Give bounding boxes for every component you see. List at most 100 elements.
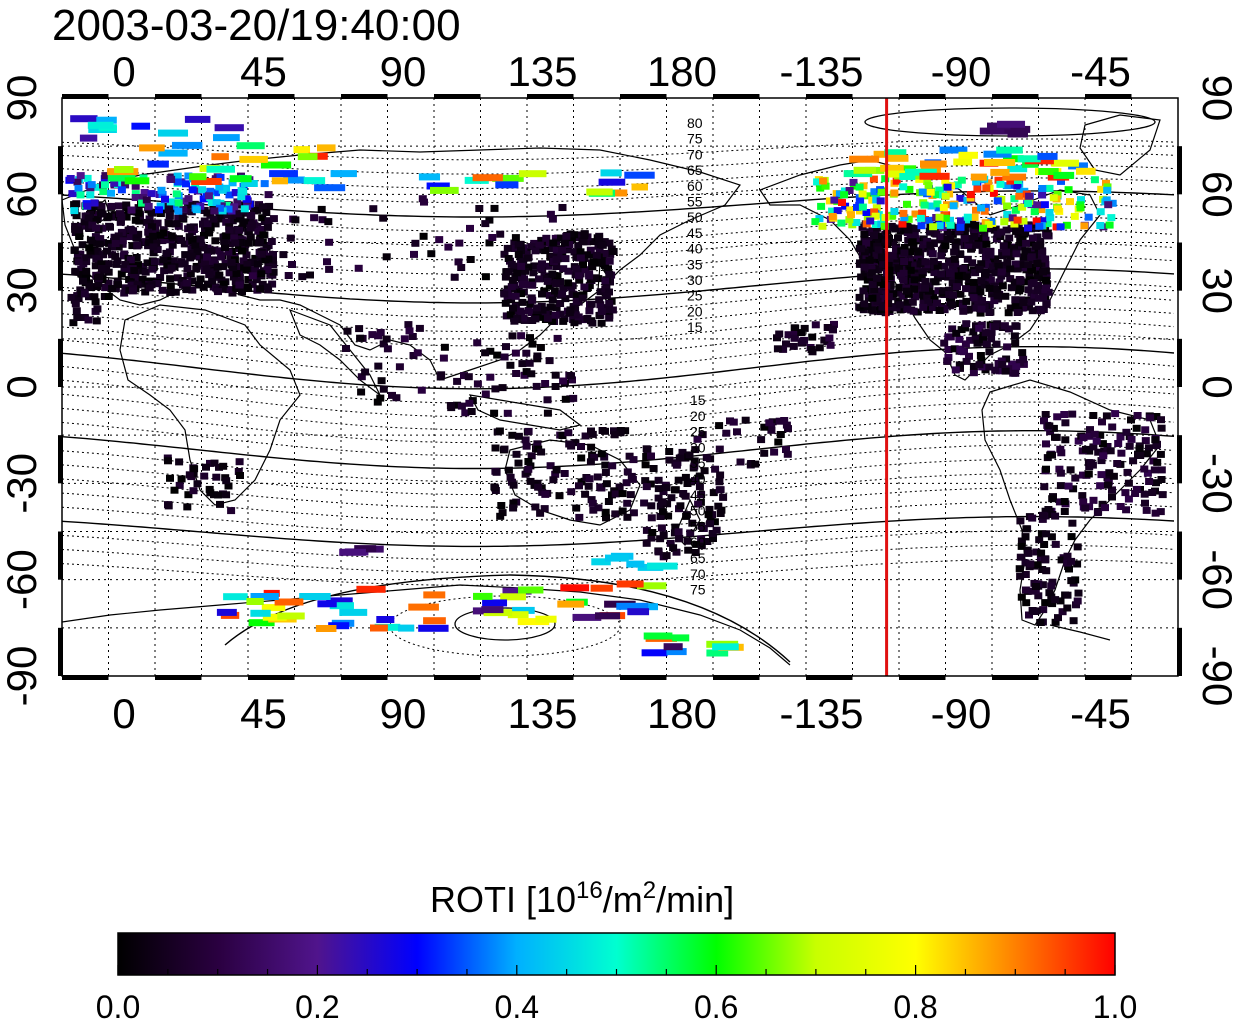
mag-contour — [62, 515, 1175, 548]
roti-point — [1084, 470, 1093, 478]
roti-point — [715, 478, 724, 486]
roti-point — [592, 251, 601, 259]
roti-point — [767, 423, 776, 431]
roti-point — [203, 220, 212, 228]
roti-point — [453, 377, 462, 385]
roti-point — [948, 325, 957, 333]
roti-point — [150, 258, 159, 266]
roti-point — [84, 316, 93, 324]
roti-point — [876, 197, 885, 205]
roti-point — [685, 451, 694, 459]
roti-point — [74, 295, 83, 303]
roti-point — [982, 184, 991, 192]
roti-point — [798, 337, 807, 345]
roti-point — [162, 249, 171, 257]
roti-track — [354, 545, 377, 553]
roti-point — [1142, 506, 1151, 514]
roti-point — [263, 223, 272, 231]
roti-track — [557, 600, 585, 608]
roti-point — [1129, 457, 1138, 465]
roti-point — [582, 251, 591, 259]
colorbar-tick-label: 0.0 — [96, 989, 140, 1024]
roti-track — [643, 632, 673, 640]
roti-point — [80, 290, 89, 298]
roti-track — [518, 586, 544, 594]
roti-point — [559, 265, 568, 273]
roti-point — [506, 361, 515, 369]
roti-point — [1056, 482, 1065, 490]
roti-point — [998, 361, 1007, 368]
roti-point — [868, 281, 877, 288]
roti-point — [181, 251, 190, 259]
roti-point — [1062, 221, 1071, 229]
roti-point — [1069, 617, 1078, 625]
roti-point — [248, 272, 257, 280]
roti-point — [130, 267, 139, 274]
roti-point — [910, 231, 919, 239]
roti-point — [168, 241, 177, 249]
roti-point — [995, 367, 1004, 375]
roti-track — [472, 174, 503, 182]
roti-point — [608, 306, 617, 314]
roti-point — [716, 510, 725, 517]
roti-point — [481, 273, 490, 281]
roti-point — [343, 327, 352, 335]
roti-point — [984, 220, 993, 228]
roti-point — [85, 283, 94, 291]
roti-point — [159, 256, 168, 264]
roti-point — [1041, 599, 1050, 607]
roti-point — [88, 239, 97, 247]
roti-point — [208, 277, 217, 285]
roti-point — [982, 240, 991, 248]
roti-point — [427, 250, 436, 258]
roti-track — [70, 115, 98, 123]
roti-point — [546, 303, 555, 311]
roti-point — [79, 277, 87, 285]
roti-point — [142, 218, 151, 226]
roti-point — [1041, 556, 1050, 564]
roti-point — [204, 247, 212, 255]
roti-point — [990, 297, 999, 305]
roti-point — [538, 260, 546, 268]
roti-point — [73, 178, 82, 186]
roti-point — [908, 298, 917, 306]
roti-track — [590, 584, 613, 592]
roti-point — [437, 371, 446, 379]
roti-track — [492, 174, 524, 182]
roti-point — [524, 465, 533, 473]
roti-point — [958, 303, 967, 311]
roti-point — [504, 268, 513, 276]
roti-point — [937, 233, 946, 241]
roti-point — [158, 286, 167, 294]
roti-point — [890, 189, 899, 197]
roti-point — [910, 276, 919, 284]
roti-point — [186, 223, 195, 231]
roti-point — [998, 252, 1007, 260]
roti-track — [591, 558, 611, 566]
roti-point — [579, 261, 587, 269]
roti-point — [1017, 537, 1026, 545]
roti-point — [87, 205, 96, 213]
roti-point — [1096, 222, 1105, 229]
roti-point — [149, 249, 158, 257]
roti-point — [953, 283, 961, 291]
roti-point — [873, 297, 882, 305]
roti-point — [873, 242, 882, 250]
roti-point — [951, 238, 960, 246]
roti-point — [933, 274, 942, 282]
roti-point — [965, 236, 974, 244]
roti-point — [826, 341, 835, 349]
roti-point — [757, 436, 766, 444]
colorbar-title: ROTI [1016/m2/min] — [430, 877, 734, 920]
roti-point — [852, 219, 861, 226]
roti-point — [811, 321, 820, 329]
roti-point — [879, 260, 888, 268]
roti-point — [835, 190, 844, 198]
roti-point — [85, 244, 94, 252]
roti-point — [716, 471, 725, 479]
roti-point — [392, 394, 401, 402]
roti-point — [1081, 504, 1090, 512]
roti-point — [524, 427, 533, 435]
roti-point — [149, 243, 158, 251]
